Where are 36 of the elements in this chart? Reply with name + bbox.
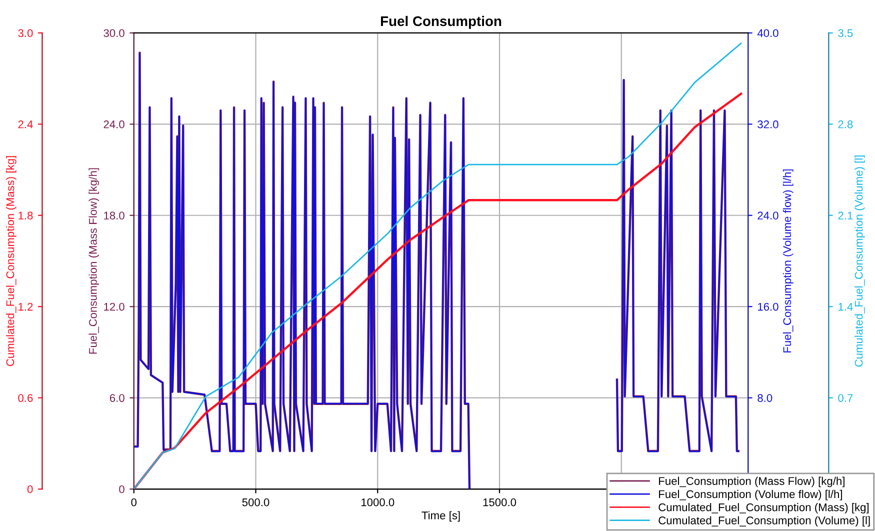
y2-tick-label: 32.0: [758, 120, 778, 128]
y2-tick-label: 24.0: [758, 212, 778, 220]
y2-tick-label: 1.4: [838, 302, 853, 311]
y2-tick-label: 2.1: [838, 212, 853, 220]
legend-label: Fuel_Consumption (Volume flow) [l/h]: [659, 490, 842, 500]
y-tick-label: 0: [119, 485, 124, 494]
y-tick-label: 0: [27, 485, 33, 494]
y-tick-label: 0.6: [18, 394, 33, 402]
y-tick-label: 1.2: [18, 302, 33, 311]
x-tick-label: 500.0: [242, 498, 270, 506]
y2-tick-label: 16.0: [758, 302, 778, 311]
y-tick-label: 3.0: [18, 29, 33, 38]
y-axis-title: Cumulated_Fuel_Consumption (Mass) [kg]: [6, 156, 16, 366]
y2-tick-label: 8.0: [758, 394, 772, 402]
x-tick-label: 1500.0: [483, 498, 516, 506]
x-tick-label: 1000.0: [361, 498, 394, 506]
x-tick-label: 0: [131, 498, 137, 506]
y-tick-label: 2.4: [18, 120, 33, 128]
y2-tick-label: 40.0: [757, 29, 778, 38]
legend-label: Cumulated_Fuel_Consumption (Mass) [kg]: [658, 503, 869, 514]
x-axis-title: Time [s]: [422, 511, 460, 522]
legend-label: Fuel_Consumption (Mass Flow) [kg/h]: [659, 476, 844, 488]
y-tick-label: 30.0: [104, 29, 124, 38]
y-axis-title: Fuel_Consumption (Mass Flow) [kg/h]: [88, 168, 100, 354]
y2-tick-label: 0.7: [838, 394, 853, 402]
y-tick-label: 12.0: [104, 302, 124, 311]
y2-tick-label: 3.5: [838, 29, 853, 38]
y-tick-label: 1.8: [18, 212, 33, 220]
y-tick-label: 24.0: [104, 120, 124, 128]
y2-axis-title: Cumulated_Fuel_Consumption (Volume) [l]: [854, 156, 865, 367]
y-tick-label: 18.0: [104, 212, 124, 220]
y-tick-label: 6.0: [110, 394, 124, 402]
y2-axis-title: Fuel_Consumption (Volume flow) [l/h]: [782, 169, 794, 352]
legend-label: Cumulated_Fuel_Consumption (Volume) [l]: [658, 516, 870, 527]
y2-tick-label: 2.8: [838, 120, 853, 128]
chart-title: Fuel Consumption: [380, 16, 502, 29]
